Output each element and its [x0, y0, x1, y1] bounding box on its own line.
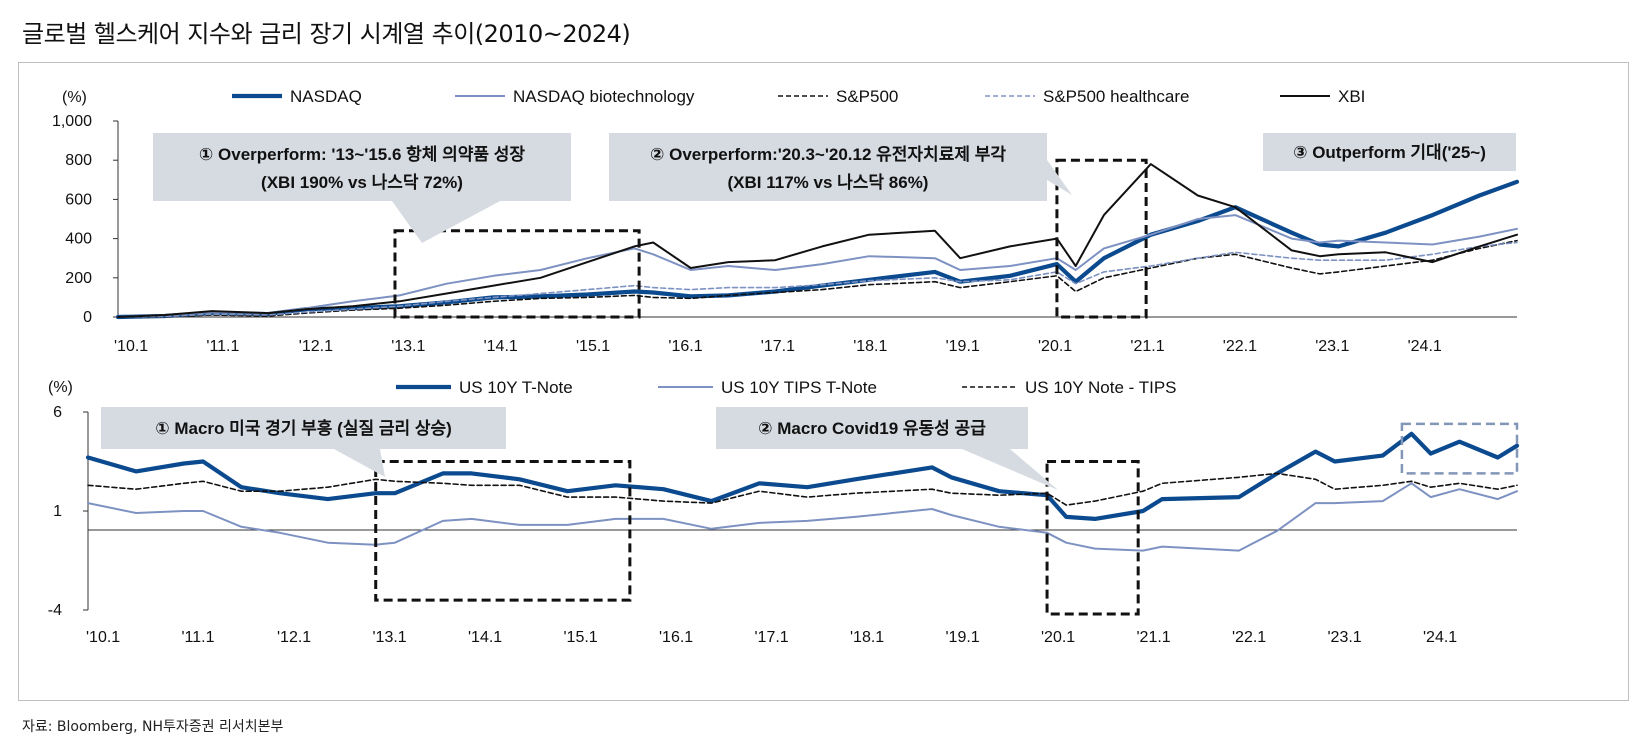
highlight-box: [1045, 460, 1140, 616]
legend-label: S&P500 healthcare: [1043, 87, 1190, 106]
x-tick-label: '10.1: [114, 338, 148, 355]
chart-1: [113, 93, 1520, 320]
legend-label: US 10Y Note - TIPS: [1025, 378, 1177, 397]
x-tick-label: '20.1: [1038, 338, 1072, 355]
series-line-nasdaq-biotechnology: [117, 214, 1518, 318]
x-tick-label: '12.1: [299, 338, 333, 355]
callout-line1: ③ Outperform 기대('25~): [1293, 143, 1486, 162]
x-tick-label: '24.1: [1408, 338, 1442, 355]
highlight-box: [1055, 158, 1148, 319]
callout-line1: ① Macro 미국 경기 부흥 (실질 금리 상승): [155, 418, 452, 438]
legend-label: XBI: [1338, 87, 1365, 106]
x-tick-label: '13.1: [373, 629, 407, 646]
series-line-nasdaq: [115, 179, 1520, 320]
callout-line1: ② Overperform:'20.3~'20.12 유전자치료제 부각: [650, 145, 1006, 164]
y-tick-label: 600: [65, 191, 92, 208]
y-tick-label: 400: [65, 231, 92, 248]
series-line-us-10y-note-tips: [87, 472, 1518, 506]
x-tick-label: '14.1: [484, 338, 518, 355]
y-tick-label: -4: [48, 602, 62, 619]
x-tick-label: '23.1: [1328, 629, 1362, 646]
x-tick-label: '10.1: [86, 629, 120, 646]
y-tick-label: 200: [65, 270, 92, 287]
x-tick-label: '24.1: [1423, 629, 1457, 646]
x-tick-label: '16.1: [668, 338, 702, 355]
highlight-box: [374, 460, 632, 602]
series-line-s-p500: [117, 239, 1518, 318]
legend-label: US 10Y T-Note: [459, 378, 573, 397]
x-tick-label: '21.1: [1137, 629, 1171, 646]
x-tick-label: '21.1: [1130, 338, 1164, 355]
callout-pointer: [1047, 160, 1072, 195]
series-line-us-10y-t-note: [85, 431, 1520, 522]
x-tick-label: '19.1: [946, 338, 980, 355]
highlight-box: [393, 229, 641, 319]
callout-box: [609, 133, 1047, 201]
x-tick-label: '11.1: [206, 338, 239, 355]
x-tick-label: '11.1: [182, 629, 215, 646]
series-line-s-p500-healthcare: [117, 241, 1518, 318]
series-line-xbi: [117, 163, 1518, 318]
x-tick-label: '19.1: [946, 629, 980, 646]
x-tick-label: '23.1: [1315, 338, 1349, 355]
x-tick-label: '13.1: [391, 338, 425, 355]
page-title: 글로벌 헬스케어 지수와 금리 장기 시계열 추이(2010~2024): [22, 20, 631, 48]
x-tick-label: '17.1: [761, 338, 795, 355]
x-tick-label: '15.1: [576, 338, 610, 355]
legend-label: NASDAQ biotechnology: [513, 87, 695, 106]
x-tick-label: '15.1: [564, 629, 598, 646]
x-tick-label: '18.1: [850, 629, 884, 646]
x-tick-label: '14.1: [468, 629, 502, 646]
callout-pointer: [962, 449, 1058, 490]
x-tick-label: '12.1: [277, 629, 311, 646]
y-tick-label: 0: [83, 309, 92, 326]
callout-line1: ② Macro Covid19 유동성 공급: [758, 419, 986, 438]
callout-line2: (XBI 190% vs 나스닥 72%): [261, 173, 463, 192]
unit-label: (%): [48, 379, 73, 396]
y-tick-label: 6: [53, 404, 62, 421]
y-tick-label: 800: [65, 152, 92, 169]
callout-pointer: [334, 449, 385, 477]
x-tick-label: '22.1: [1232, 629, 1266, 646]
y-tick-label: 1: [53, 503, 62, 520]
legend-label: S&P500: [836, 87, 898, 106]
callout-box: [101, 407, 506, 449]
unit-label: (%): [62, 89, 87, 106]
legend-label: NASDAQ: [290, 87, 362, 106]
x-tick-label: '18.1: [853, 338, 887, 355]
x-tick-label: '22.1: [1223, 338, 1257, 355]
series-line-us-10y-tips-t-note: [87, 482, 1518, 552]
x-tick-label: '17.1: [755, 629, 789, 646]
legend-label: US 10Y TIPS T-Note: [721, 378, 877, 397]
callout-line1: ① Overperform: '13~'15.6 항체 의약품 성장: [199, 144, 525, 164]
callout-line2: (XBI 117% vs 나스닥 86%): [728, 173, 929, 192]
x-tick-label: '16.1: [659, 629, 693, 646]
chart-frame: [18, 62, 1629, 701]
callout-box: [153, 133, 571, 201]
callout-box: [1263, 133, 1516, 171]
source-note: 자료: Bloomberg, NH투자증권 리서치본부: [22, 719, 284, 735]
chart-2: [83, 384, 1520, 616]
callout-box: [716, 407, 1028, 449]
highlight-box: [1400, 422, 1519, 475]
y-tick-label: 1,000: [52, 113, 92, 130]
x-tick-label: '20.1: [1041, 629, 1075, 646]
callout-pointer: [392, 201, 500, 243]
